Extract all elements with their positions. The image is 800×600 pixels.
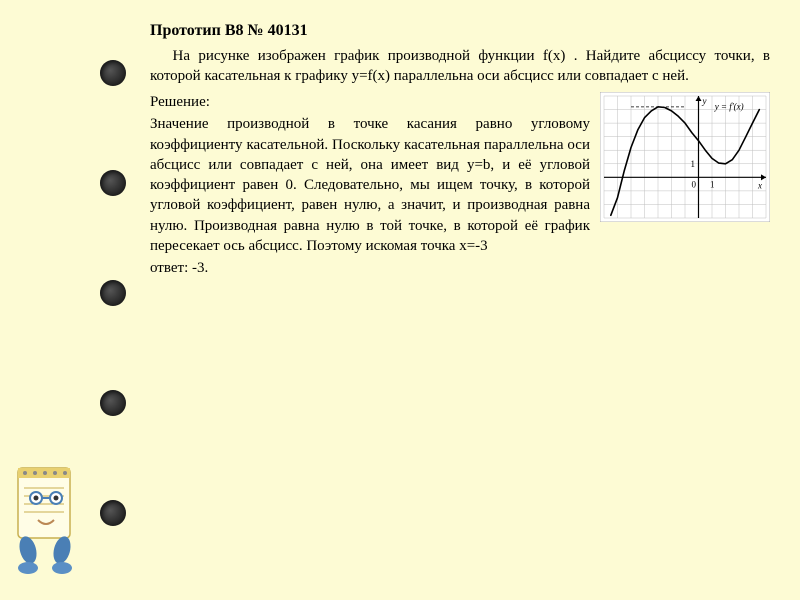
svg-text:0: 0	[692, 179, 697, 189]
binding-hole	[100, 280, 126, 306]
binding-hole	[100, 390, 126, 416]
answer-text: ответ: -3.	[150, 258, 770, 278]
derivative-chart: 0 1 1 y x y = f'(x)	[600, 92, 770, 222]
chart-svg: 0 1 1 y x y = f'(x)	[600, 92, 770, 222]
binding-holes	[100, 0, 130, 600]
svg-text:y = f'(x): y = f'(x)	[714, 102, 744, 112]
svg-text:1: 1	[710, 179, 715, 189]
binding-hole	[100, 170, 126, 196]
problem-title: Прототип B8 № 40131	[150, 20, 770, 42]
binding-hole	[100, 60, 126, 86]
problem-text: На рисунке изображен график производной …	[150, 46, 770, 87]
notepad-mascot	[0, 450, 95, 580]
svg-text:x: x	[757, 180, 762, 190]
main-content: Прототип B8 № 40131 На рисунке изображен…	[150, 20, 770, 278]
binding-hole	[100, 500, 126, 526]
svg-text:1: 1	[691, 159, 696, 169]
svg-text:y: y	[702, 96, 707, 106]
